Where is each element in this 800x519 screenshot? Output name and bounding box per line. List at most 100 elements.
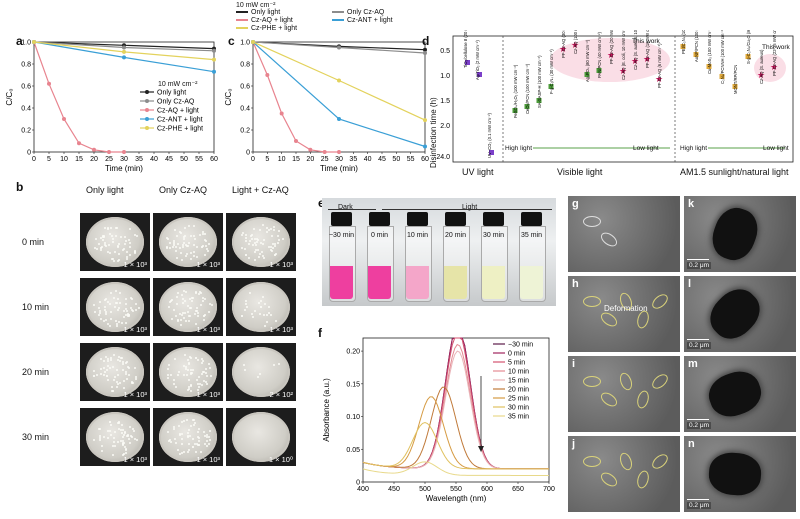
colony [200,291,203,294]
colony [124,313,127,316]
colony-count: 1 × 10³ [196,325,220,334]
colony [173,309,176,312]
colony [268,245,271,248]
colony [179,313,182,316]
legend-text: Cz-ANT + light [347,17,393,24]
micrograph: n 0.2 μm [684,436,796,512]
colony [262,295,265,298]
plate-agar [159,347,217,397]
colony [259,228,262,231]
colony [98,434,101,437]
colony [201,362,204,365]
y-tick-label: 0 [356,480,360,487]
colony [254,259,257,262]
colony [208,429,211,432]
colony [191,419,194,422]
colony [100,245,103,248]
colony [117,297,120,300]
petri-dish: 1 × 10³ [226,278,296,336]
chart-c-power: 10 mW cm⁻² [236,2,276,9]
vial: 20 min [442,212,470,302]
micrograph-label: g [572,198,579,210]
deformation-note: Deformation [604,304,648,313]
colony [92,374,95,377]
colony [170,441,173,444]
star-marker: ★ [643,54,651,64]
vis-item-label: FeSO₄/H₂O₂ (100 mW cm⁻²) [513,64,518,118]
colony [190,373,193,376]
colony [251,233,254,236]
colony [93,303,96,306]
colony [124,321,127,324]
petri-dish: 1 × 10³ [80,343,150,401]
colony [98,428,100,431]
colony [192,437,195,440]
colony [123,442,126,445]
colony [117,356,120,359]
legend-text: Only light [157,90,186,97]
data-point [32,40,36,44]
micrograph-label: h [572,278,579,290]
colony [200,303,202,306]
colony [135,375,138,378]
colony [181,421,184,423]
colony [115,385,118,388]
colony [260,299,262,302]
colony [174,357,177,360]
colony [245,302,248,305]
colony [126,435,129,438]
star-marker: ★ [559,44,567,54]
colony [132,382,135,385]
colony [204,367,207,370]
x-tick-label: 20 [306,156,314,163]
series-line [33,41,124,153]
chart-a: 0 5 10 15 20 25 30 35 40 45 50 55 60 0 0.2 0.4 0.6 0.8 1.0… [5,40,218,174]
colony [133,366,136,369]
colony [111,390,114,393]
legend-item: Cz-PHE + light [236,25,297,32]
colony [240,247,243,250]
vial-time-label: 35 min [520,232,542,239]
colony [119,439,122,442]
legend-text: 20 min [508,387,529,394]
colony [277,242,280,244]
scale-bar [687,258,709,260]
chart-d-ylabel: Disinfection time (h) [429,97,438,168]
highlight-sun [754,54,786,82]
x-tick-label: 50 [392,156,400,163]
legend-text: Only Cz-AQ [157,99,195,106]
legend-swatch [332,19,344,22]
colony [105,312,108,315]
colony [281,237,284,240]
colony [186,369,189,372]
colony [207,435,210,438]
colony [189,306,192,309]
d-frame [452,35,794,163]
vial-liquid [482,266,505,299]
colony [117,421,120,424]
colony [249,292,252,295]
colony [125,361,128,364]
panel-label-d: d [422,34,430,48]
colony [241,234,244,237]
uv-marker [489,150,494,155]
colony [187,304,190,307]
colony [106,368,109,371]
colony [127,433,130,436]
colony [195,291,198,294]
colony [104,319,107,322]
colony [100,358,103,361]
uv-item-label: UV–CO₃ (0.1 mW cm⁻²) [487,113,492,158]
colony [206,247,209,250]
colony [123,452,126,455]
panel-label-f: f [318,326,322,340]
this-work-1: This work [632,38,660,45]
petri-dish: 1 × 10³ [153,278,223,336]
colony [197,375,200,378]
colony [114,375,117,378]
colony [124,370,127,373]
colony [126,361,129,364]
vial-time-label: 0 min [370,232,389,239]
sun-item-label: MONT/RP/PCN [733,65,738,94]
colony [103,436,106,439]
